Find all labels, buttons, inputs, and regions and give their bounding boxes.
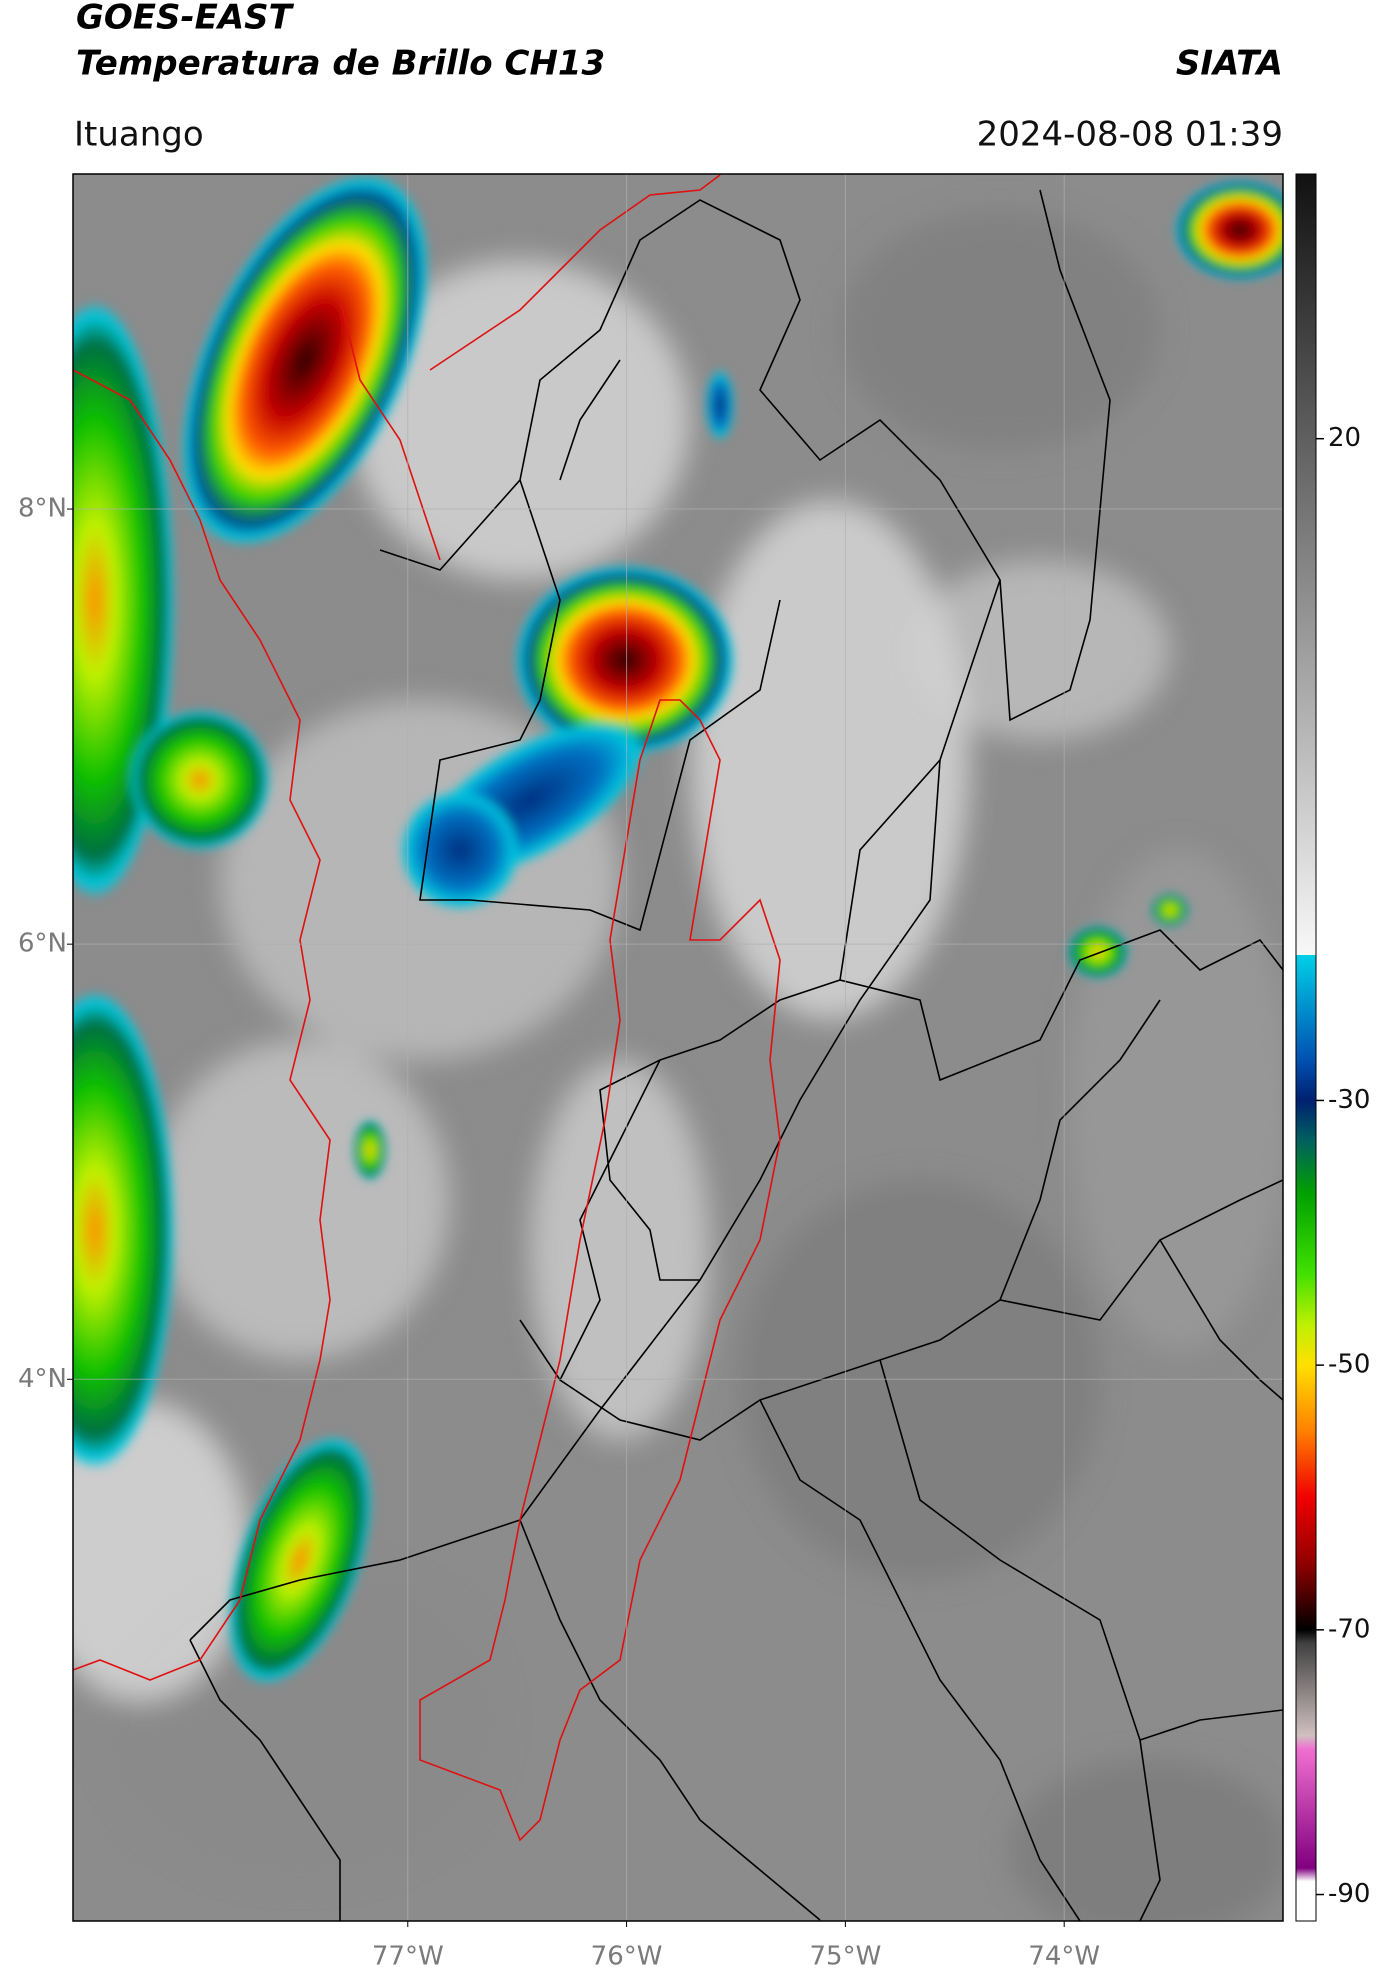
colorbar-tick-label: 20 bbox=[1328, 423, 1361, 453]
y-tick-label: 6°N bbox=[18, 929, 67, 959]
location: Ituango bbox=[74, 115, 204, 155]
title: GOES-EAST bbox=[76, 0, 295, 38]
subtitle: Temperatura de Brillo CH13 bbox=[76, 44, 605, 84]
x-tick-label: 75°W bbox=[809, 1942, 881, 1972]
map-frame bbox=[72, 173, 1284, 1922]
colorbar-tick-label: -50 bbox=[1328, 1350, 1370, 1380]
convective-cells bbox=[73, 174, 1283, 1684]
source: SIATA bbox=[1176, 44, 1283, 84]
x-tick-label: 74°W bbox=[1028, 1942, 1100, 1972]
x-tick-label: 77°W bbox=[372, 1942, 444, 1972]
borders bbox=[189, 189, 1283, 1921]
y-tick-label: 8°N bbox=[18, 494, 67, 524]
colorbar-tick-label: -70 bbox=[1328, 1614, 1370, 1644]
colorbar-tick-label: -90 bbox=[1328, 1879, 1370, 1909]
x-tick-label: 76°W bbox=[591, 1942, 663, 1972]
colorbar-tick-label: -30 bbox=[1328, 1085, 1370, 1115]
department-outline bbox=[73, 174, 781, 1842]
timestamp: 2024-08-08 01:39 bbox=[977, 115, 1283, 155]
colorbar bbox=[1295, 173, 1317, 1922]
map-imagery bbox=[73, 174, 1283, 1921]
y-tick-label: 4°N bbox=[18, 1364, 67, 1394]
